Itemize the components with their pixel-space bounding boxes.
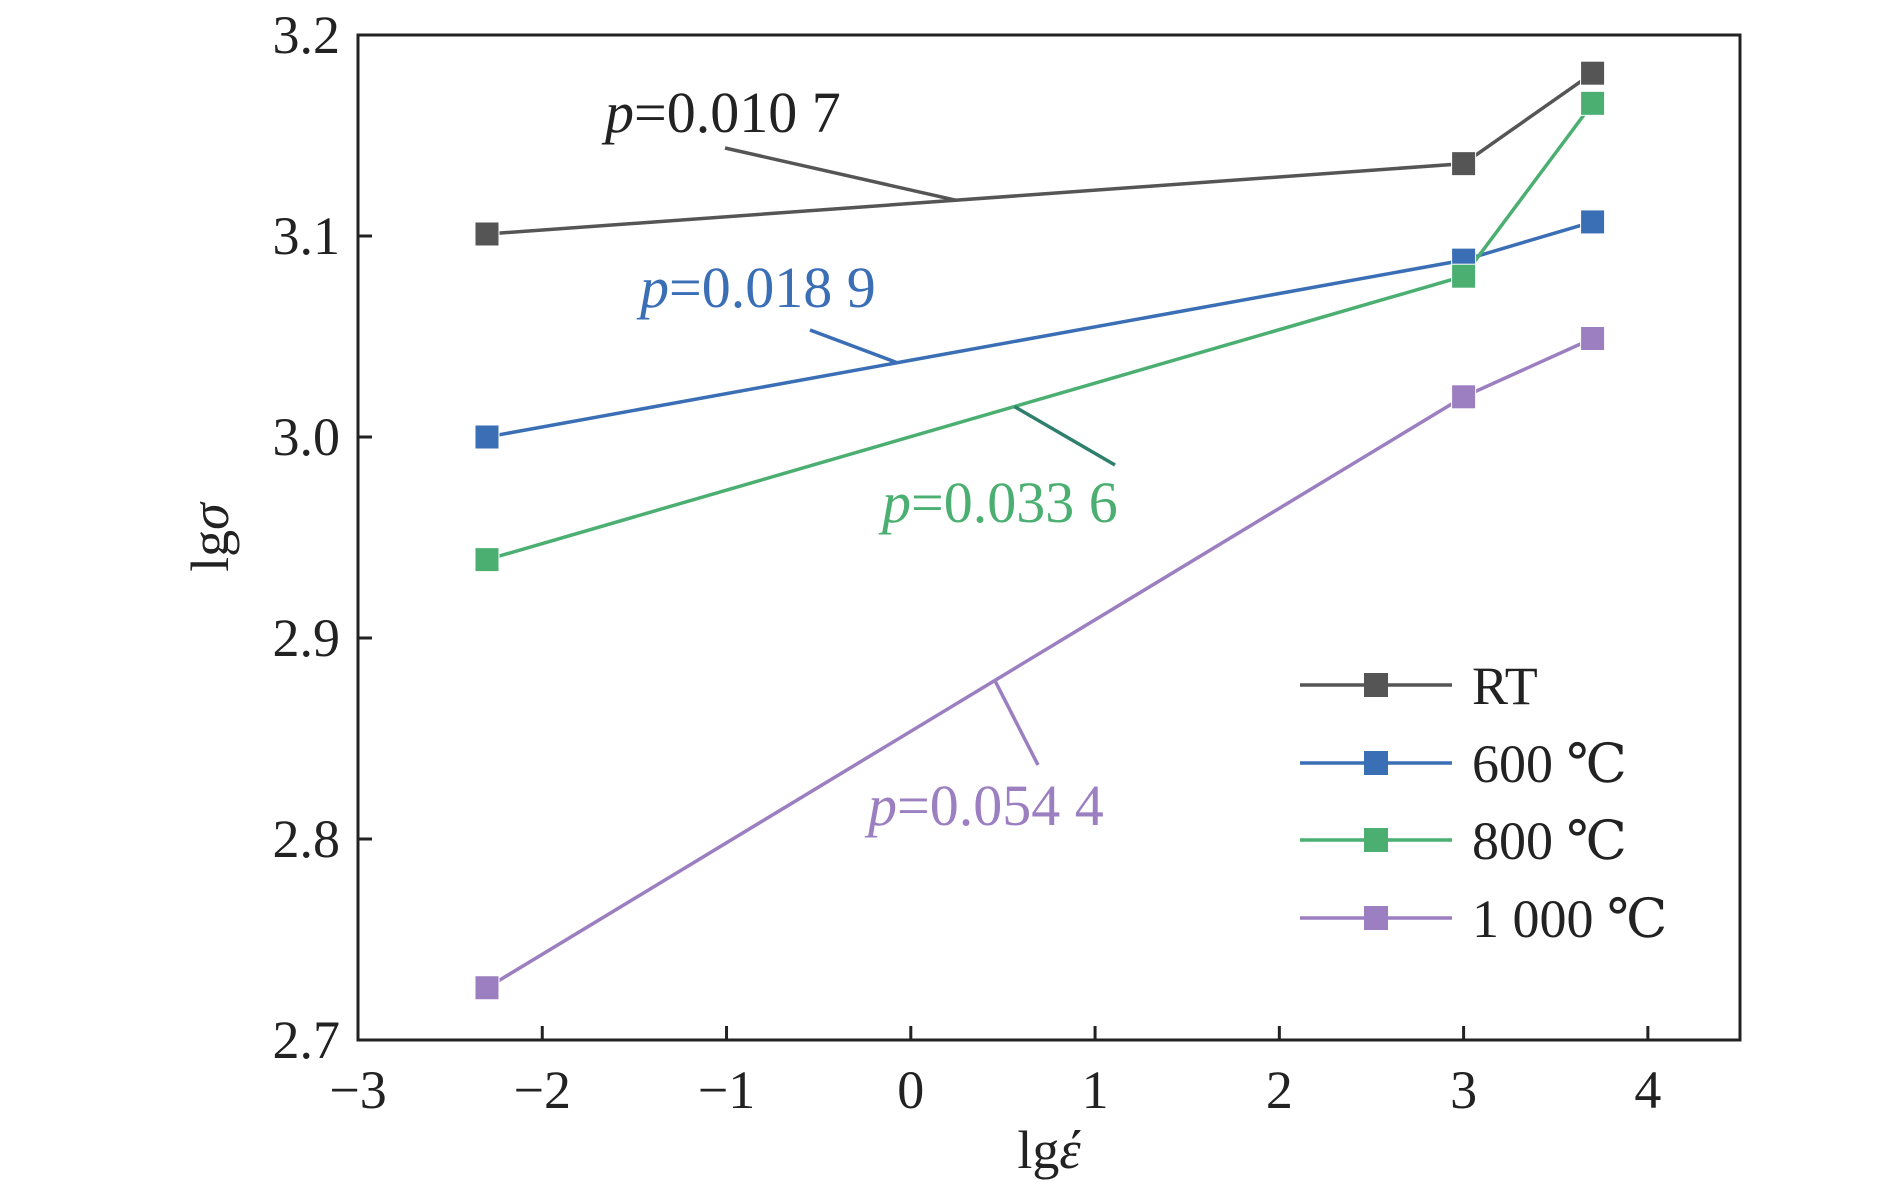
legend: RT 600 ℃ 800 ℃ 1 000 ℃ — [1300, 656, 1667, 949]
annotation-p-symbol: p — [601, 80, 634, 145]
y-axis-title-base: lg — [180, 530, 240, 572]
annotation-leader-line — [809, 328, 898, 365]
annotation-text: p=0.018 9 — [636, 255, 876, 320]
annotation-value: =0.054 4 — [897, 773, 1104, 838]
annotation-p-symbol: p — [864, 773, 897, 838]
legend-marker — [1364, 673, 1388, 697]
y-tick-label: 3.0 — [273, 407, 341, 467]
x-axis-title-symbol: έ — [1059, 1120, 1081, 1180]
data-point — [474, 424, 500, 450]
y-tick-label: 2.8 — [273, 809, 341, 869]
data-point — [474, 547, 500, 573]
annotation-text: p=0.010 7 — [601, 80, 841, 145]
annotation-value: =0.018 9 — [669, 255, 876, 320]
y-axis-title: lgσ — [180, 501, 240, 572]
data-point — [1580, 209, 1606, 235]
series-markers — [474, 60, 1606, 1001]
y-tick-label: 3.1 — [273, 206, 341, 266]
plot-frame — [356, 33, 1742, 1042]
x-tick-label: 1 — [1082, 1060, 1109, 1120]
annotation-value: =0.033 6 — [911, 470, 1118, 535]
legend-label: 800 ℃ — [1472, 811, 1627, 871]
y-axis-title-symbol: σ — [180, 501, 240, 530]
y-tick-label: 2.9 — [273, 608, 341, 668]
axes: −3 −2 −1 0 1 2 3 4 2.7 2.8 2.9 3.0 3.1 3.2 — [273, 5, 1742, 1120]
annotation-p-symbol: p — [878, 470, 911, 535]
x-tick-label: −2 — [514, 1060, 571, 1120]
y-tick-label: 3.2 — [273, 5, 341, 65]
x-axis-title: lgέ — [1017, 1120, 1081, 1180]
annotations: p=0.010 7p=0.018 9p=0.033 6p=0.054 4 — [601, 80, 1118, 838]
data-point — [1580, 326, 1606, 352]
data-point — [474, 221, 500, 247]
legend-label: 1 000 ℃ — [1472, 889, 1667, 949]
x-tick-label: 2 — [1266, 1060, 1293, 1120]
data-point — [1580, 60, 1606, 86]
annotation-leader-line — [1013, 405, 1116, 467]
data-point — [1580, 90, 1606, 116]
x-tick-label: 3 — [1450, 1060, 1477, 1120]
legend-marker — [1364, 751, 1388, 775]
legend-marker — [1364, 828, 1388, 852]
annotation-leader-line — [993, 679, 1040, 766]
legend-label: 600 ℃ — [1472, 734, 1627, 794]
x-tick-label: 4 — [1634, 1060, 1661, 1120]
legend-marker — [1364, 906, 1388, 930]
x-axis-title-base: lg — [1017, 1120, 1059, 1180]
x-tick-label: −1 — [698, 1060, 755, 1120]
y-tick-label: 2.7 — [273, 1010, 341, 1070]
x-tick-label: 0 — [897, 1060, 924, 1120]
legend-label: RT — [1472, 656, 1538, 716]
annotation-p-symbol: p — [636, 255, 669, 320]
annotation-text: p=0.033 6 — [878, 470, 1118, 535]
data-point — [1451, 263, 1477, 289]
data-point — [1451, 384, 1477, 410]
data-point — [474, 975, 500, 1001]
series-line — [486, 336, 1594, 990]
data-point — [1451, 151, 1477, 177]
annotation-value: =0.010 7 — [634, 80, 841, 145]
annotation-text: p=0.054 4 — [864, 773, 1104, 838]
x-tick-label: −3 — [329, 1060, 386, 1120]
annotation-leader-line — [724, 146, 957, 202]
